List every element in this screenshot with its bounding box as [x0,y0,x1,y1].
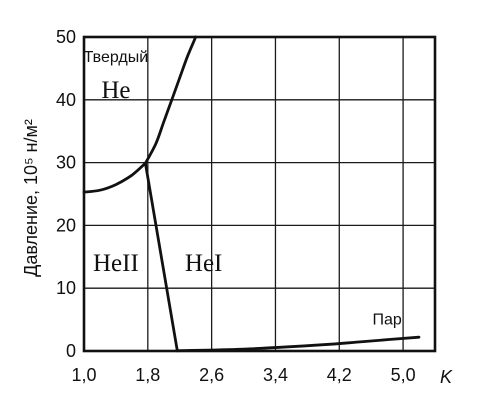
x-tick-label: 5,0 [391,365,416,385]
y-tick-label: 50 [56,27,76,47]
x-axis-title: K [440,367,453,387]
y-tick-label: 20 [56,215,76,235]
solid-heii-boundary [82,161,147,194]
vapor-boundary [175,335,421,353]
phase-boundaries [82,35,421,353]
y-tick-label: 0 [66,341,76,361]
phase-label: Пар [372,312,401,329]
x-tick-label: 1,8 [135,365,160,385]
plot-frame [82,35,437,353]
y-tick-label: 40 [56,90,76,110]
y-tick-labels: 0 10 20 30 40 50 [56,27,76,361]
y-axis-title: Давление, 10⁵ н/м² [21,119,41,277]
grid [84,37,435,351]
lambda-line [144,161,179,353]
phase-labels: Твердый He HeII HeI Пар [84,49,402,329]
x-tick-label: 3,4 [263,365,288,385]
y-tick-label: 10 [56,278,76,298]
phase-label: HeII [93,250,139,277]
phase-label: Твердый [84,49,149,66]
x-tick-label: 4,2 [327,365,352,385]
y-tick-label: 30 [56,153,76,173]
phase-label: HeI [185,250,222,277]
x-tick-label: 1,0 [71,365,96,385]
x-tick-labels: 1,0 1,8 2,6 3,4 4,2 5,0 [71,365,415,385]
phase-label: He [101,77,130,104]
solid-liquid-boundary [144,35,198,165]
x-tick-label: 2,6 [199,365,224,385]
